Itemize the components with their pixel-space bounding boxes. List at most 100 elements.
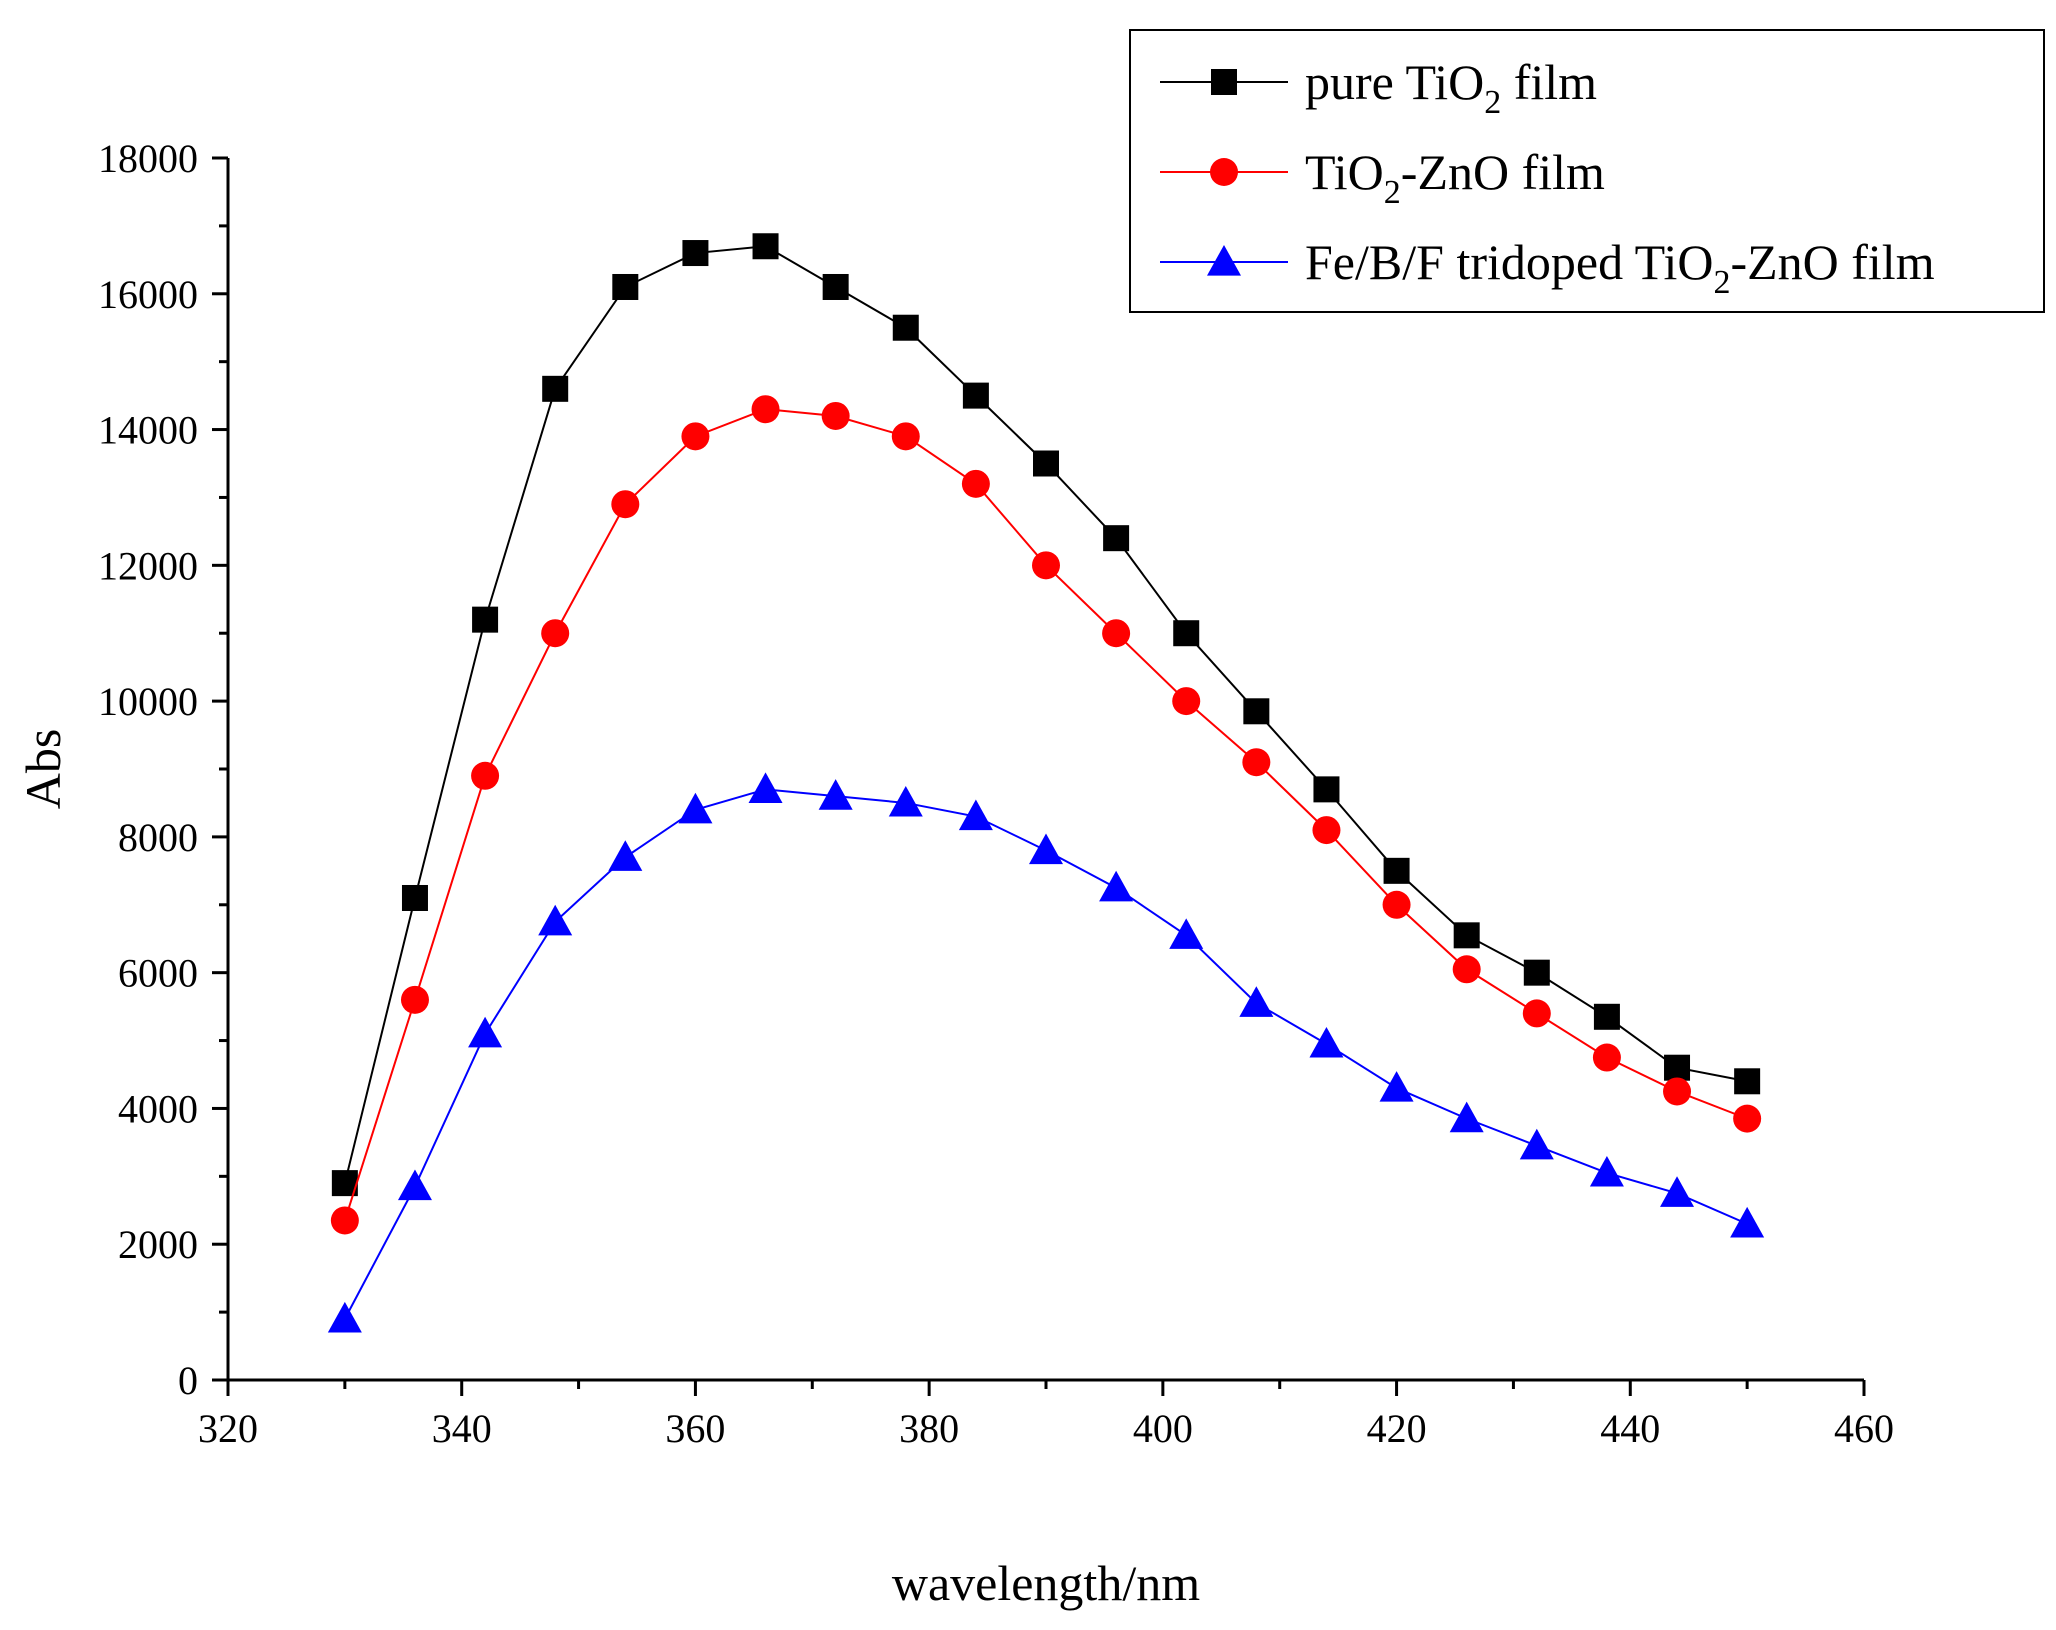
data-point xyxy=(958,799,993,831)
data-point xyxy=(1242,748,1271,777)
series-layer xyxy=(327,233,1765,1333)
data-point xyxy=(472,606,499,633)
legend-label-subscript: 2 xyxy=(1484,84,1501,121)
x-ticks: 320 340 360 380 400 420 440 460 xyxy=(198,1380,1894,1451)
data-point xyxy=(542,375,569,402)
data-point xyxy=(748,772,783,803)
data-point xyxy=(1523,959,1550,986)
x-tick-label: 440 xyxy=(1600,1406,1660,1451)
data-point xyxy=(1449,1101,1484,1133)
y-tick-label: 8000 xyxy=(118,815,198,860)
data-point xyxy=(892,314,919,341)
series-3 xyxy=(327,772,1765,1333)
data-point xyxy=(1382,890,1411,919)
x-tick-label: 360 xyxy=(665,1406,725,1451)
data-point xyxy=(608,840,643,871)
data-point xyxy=(1243,698,1270,725)
y-axis-title: Abs xyxy=(15,729,71,810)
x-axis-title: wavelength/nm xyxy=(892,1555,1200,1611)
data-point xyxy=(1032,551,1060,580)
data-point xyxy=(1734,1068,1761,1095)
legend-label: TiO2-ZnO film xyxy=(1305,144,1605,211)
x-tick-label: 320 xyxy=(198,1406,258,1451)
data-point xyxy=(611,490,640,519)
y-tick-label: 14000 xyxy=(98,408,198,453)
data-point xyxy=(1663,1077,1692,1106)
data-point xyxy=(1593,1003,1620,1030)
legend-label-part: -ZnO film xyxy=(1730,234,1934,290)
legend-label-part: TiO xyxy=(1305,144,1384,200)
legend-label-part: -ZnO film xyxy=(1401,144,1605,200)
legend-label-part: film xyxy=(1501,54,1597,110)
data-point xyxy=(1173,620,1200,647)
y-tick-label: 6000 xyxy=(118,951,198,996)
data-point xyxy=(751,395,780,424)
legend-label: pure TiO2 film xyxy=(1305,54,1597,121)
data-point xyxy=(818,779,853,810)
y-tick-label: 16000 xyxy=(98,272,198,317)
data-point xyxy=(1453,922,1480,949)
legend-marker xyxy=(1210,158,1238,186)
series-2 xyxy=(330,395,1762,1235)
data-point xyxy=(1660,1176,1695,1207)
legend-marker xyxy=(1207,245,1241,276)
legend-label-part: Fe/B/F tridoped TiO xyxy=(1305,234,1713,290)
data-point xyxy=(1383,857,1410,884)
legend-label-part: pure TiO xyxy=(1305,54,1484,110)
data-point xyxy=(822,273,849,300)
legend-label: Fe/B/F tridoped TiO2-ZnO film xyxy=(1305,234,1935,301)
data-point xyxy=(1169,918,1204,949)
legend-entry-1: pure TiO2 film xyxy=(1160,54,1597,121)
data-point xyxy=(1452,955,1481,984)
data-point xyxy=(681,422,710,451)
data-point xyxy=(1519,1128,1554,1160)
data-point xyxy=(400,985,429,1014)
data-point xyxy=(468,1016,503,1048)
y-tick-label: 12000 xyxy=(98,543,198,588)
legend-entry-3: Fe/B/F tridoped TiO2-ZnO film xyxy=(1160,234,1935,301)
data-point xyxy=(1309,1026,1344,1058)
data-point xyxy=(678,792,713,824)
data-point xyxy=(962,382,989,409)
y-ticks: 0 2000 4000 6000 8000 10000 12000 14000 16000 180… xyxy=(98,136,228,1403)
legend-marker xyxy=(1211,69,1237,95)
data-point xyxy=(1730,1206,1765,1238)
legend-entry-2: TiO2-ZnO film xyxy=(1160,144,1605,211)
y-tick-label: 2000 xyxy=(118,1222,198,1267)
data-point xyxy=(1379,1071,1414,1102)
series-line xyxy=(343,408,1748,1221)
data-point xyxy=(1312,816,1341,845)
x-tick-label: 460 xyxy=(1834,1406,1894,1451)
data-point xyxy=(1029,833,1063,865)
data-point xyxy=(1033,450,1059,477)
x-tick-label: 340 xyxy=(432,1406,492,1451)
x-tick-label: 420 xyxy=(1367,1406,1427,1451)
data-point xyxy=(1172,687,1201,716)
y-tick-label: 0 xyxy=(178,1358,198,1403)
data-point xyxy=(1589,1155,1624,1187)
data-point xyxy=(1522,999,1551,1028)
data-point xyxy=(1103,525,1130,552)
data-point xyxy=(1733,1104,1762,1133)
data-point xyxy=(891,422,920,451)
data-point xyxy=(327,1301,362,1333)
data-point xyxy=(1099,870,1134,902)
y-tick-label: 4000 xyxy=(118,1086,198,1131)
data-point xyxy=(1592,1043,1621,1072)
x-tick-label: 400 xyxy=(1133,1406,1193,1451)
data-point xyxy=(1102,619,1131,648)
data-point xyxy=(541,619,570,648)
data-point xyxy=(682,240,709,267)
series-line xyxy=(343,788,1748,1320)
data-point xyxy=(1664,1054,1691,1081)
data-point xyxy=(538,904,573,936)
y-tick-label: 10000 xyxy=(98,679,198,724)
data-point xyxy=(888,785,923,817)
data-point xyxy=(821,401,850,430)
data-point xyxy=(612,273,639,300)
data-point xyxy=(397,1169,432,1201)
y-tick-label: 18000 xyxy=(98,136,198,181)
data-point xyxy=(1239,986,1274,1017)
series-1 xyxy=(331,233,1761,1197)
